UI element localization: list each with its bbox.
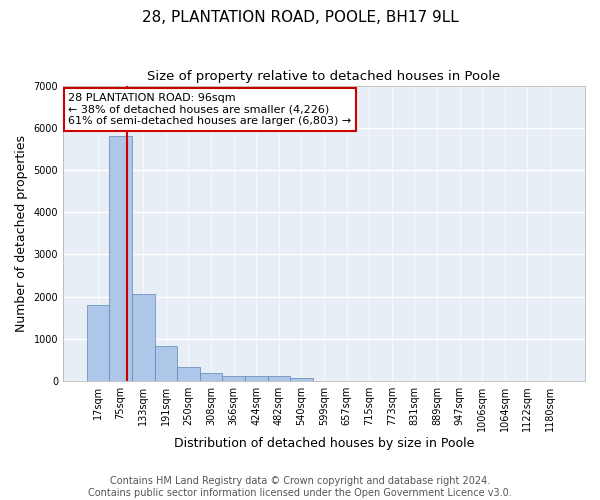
Title: Size of property relative to detached houses in Poole: Size of property relative to detached ho… [148, 70, 500, 83]
Bar [245, 376, 268, 381]
Bar [132, 294, 155, 381]
Bar [268, 376, 290, 381]
Bar [223, 376, 245, 381]
X-axis label: Distribution of detached houses by size in Poole: Distribution of detached houses by size … [174, 437, 474, 450]
Bar [177, 366, 200, 381]
Bar [200, 374, 223, 381]
Bar [155, 346, 177, 381]
Y-axis label: Number of detached properties: Number of detached properties [15, 135, 28, 332]
Bar [290, 378, 313, 381]
Text: 28 PLANTATION ROAD: 96sqm
← 38% of detached houses are smaller (4,226)
61% of se: 28 PLANTATION ROAD: 96sqm ← 38% of detac… [68, 93, 352, 126]
Bar [87, 305, 109, 381]
Text: Contains HM Land Registry data © Crown copyright and database right 2024.
Contai: Contains HM Land Registry data © Crown c… [88, 476, 512, 498]
Bar [109, 136, 132, 381]
Text: 28, PLANTATION ROAD, POOLE, BH17 9LL: 28, PLANTATION ROAD, POOLE, BH17 9LL [142, 10, 458, 25]
